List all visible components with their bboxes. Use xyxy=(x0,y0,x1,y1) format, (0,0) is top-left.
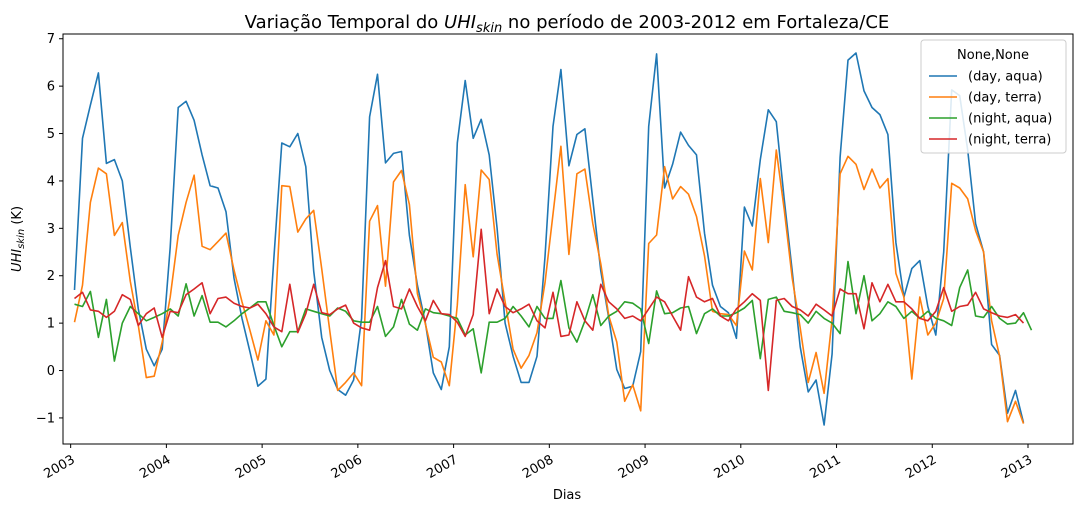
y-tick-label: 3 xyxy=(47,222,55,237)
y-tick-label: 5 xyxy=(47,127,55,142)
chart-title: Variação Temporal do UHIskin no período … xyxy=(245,12,890,36)
legend-box xyxy=(920,39,1067,154)
legend-label: (day, aqua) xyxy=(968,70,1043,85)
series-line xyxy=(73,145,1025,424)
x-tick-label: 2011 xyxy=(807,452,843,482)
series-line xyxy=(73,52,1025,426)
x-axis: 2003 2004 2005 2006 2007 2008 2009 2010 2011 2012… xyxy=(41,444,1035,482)
x-tick-label: 2007 xyxy=(424,452,460,482)
x-tick-label: 2004 xyxy=(137,452,173,482)
x-tick-label: 2008 xyxy=(520,452,556,482)
x-tick-label: 2010 xyxy=(712,452,748,482)
legend: None,None (day, aqua) (day, terra) (night,… xyxy=(920,39,1067,154)
x-tick-label: 2009 xyxy=(616,452,652,482)
x-tick-label: 2005 xyxy=(233,452,269,482)
legend-label: (day, terra) xyxy=(968,91,1042,106)
axes-frame xyxy=(62,33,1074,445)
legend-label: (night, aqua) xyxy=(968,112,1052,127)
y-tick-label: 0 xyxy=(47,364,55,379)
x-axis-label: Dias xyxy=(553,488,582,503)
x-tick-label: 2012 xyxy=(903,452,939,482)
y-axis-label: UHIskin (K) xyxy=(10,206,27,272)
x-tick-label: 2006 xyxy=(329,452,365,482)
series-line xyxy=(74,228,1025,392)
y-tick-label: 4 xyxy=(47,174,55,189)
y-tick-label: 1 xyxy=(47,317,55,332)
y-tick-label: 7 xyxy=(47,32,55,47)
y-axis: −1 0 1 2 3 4 5 6 7 xyxy=(36,32,63,426)
y-tick-label: −1 xyxy=(36,411,55,426)
legend-title: None,None xyxy=(957,48,1029,63)
legend-label: (night, terra) xyxy=(968,133,1051,148)
y-tick-label: 6 xyxy=(47,80,55,95)
x-tick-label: 2013 xyxy=(999,452,1035,482)
x-tick-label: 2003 xyxy=(41,452,77,482)
series-line xyxy=(74,260,1033,374)
y-tick-label: 2 xyxy=(47,269,55,284)
plot-area xyxy=(73,52,1033,426)
